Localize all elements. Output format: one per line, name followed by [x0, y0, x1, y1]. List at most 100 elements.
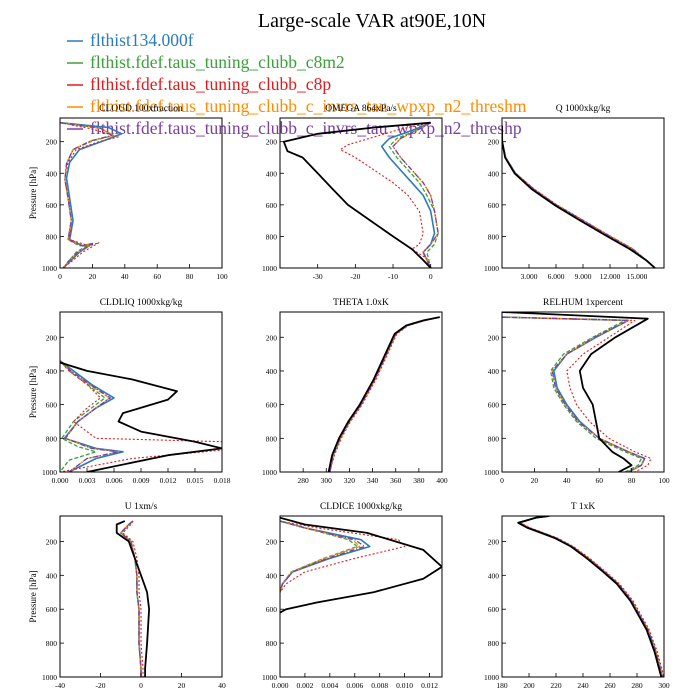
series-line-6: [282, 121, 432, 268]
series-line-2: [502, 125, 656, 268]
plot-frame: [59, 117, 223, 269]
legend: flthist134.000fflthist.fdef.taus_tuning_…: [67, 30, 527, 138]
panel-3: 200 400 600 800 1000 3.000 6.000 9.000 12.000 15.…: [484, 104, 665, 281]
series-line-2: [388, 122, 439, 268]
series-group: [60, 360, 222, 472]
x-tick-label: -20: [96, 681, 106, 690]
series-line-2: [502, 316, 642, 472]
x-tick-label: 80: [628, 476, 636, 485]
series-line-5: [280, 520, 366, 593]
x-tick-label: 15.000: [627, 272, 648, 281]
x-tick-label: 40: [563, 476, 571, 485]
series-line-4: [280, 520, 361, 593]
plot-frame: [501, 515, 665, 678]
y-tick-label: 800: [488, 232, 500, 241]
x-tick-label: 40: [218, 681, 226, 690]
y-tick-label: 200: [266, 537, 278, 546]
panel-title: Q 1000xkg/kg: [556, 104, 611, 114]
y-tick-label: 200: [46, 537, 58, 546]
y-tick-label: 600: [488, 201, 500, 210]
panel-title: RELHUM 1xpercent: [543, 298, 623, 308]
plot-frame: [279, 515, 443, 678]
panel-title: CLDLIQ 1000xkg/kg: [100, 298, 183, 308]
plot-frame: [501, 311, 665, 473]
series-group: [502, 125, 656, 268]
y-tick-label: 200: [46, 333, 58, 342]
legend-entry-3: flthist.fdef.taus_tuning_clubb_c8p: [90, 74, 331, 94]
y-tick-label: 600: [266, 401, 278, 410]
y-tick-label: 1000: [484, 264, 499, 273]
series-group: [115, 520, 151, 677]
y-tick-label: 800: [46, 434, 58, 443]
x-tick-label: 0.009: [133, 476, 150, 485]
y-axis-label: Pressure [hPa]: [28, 167, 38, 219]
x-tick-label: -20: [350, 272, 360, 281]
figure-title: Large-scale VAR at90E,10N: [258, 10, 486, 32]
series-line-3: [520, 516, 664, 677]
y-tick-label: 400: [488, 169, 500, 178]
y-tick-label: 400: [46, 571, 58, 580]
y-tick-label: 600: [46, 605, 58, 614]
series-line-5: [518, 516, 664, 677]
y-tick-label: 800: [266, 639, 278, 648]
series-line-4: [392, 122, 439, 268]
series-line-4: [518, 516, 664, 677]
x-tick-label: 60: [595, 476, 603, 485]
x-tick-label: 400: [436, 476, 448, 485]
series-line-1: [60, 360, 124, 472]
x-tick-label: 220: [550, 681, 562, 690]
x-tick-label: 300: [658, 681, 670, 690]
x-tick-label: 380: [413, 476, 425, 485]
y-tick-label: 400: [266, 571, 278, 580]
x-tick-label: 0.006: [106, 476, 123, 485]
series-line-4: [502, 125, 656, 268]
plot-frame: [501, 117, 665, 269]
series-line-3: [329, 316, 440, 472]
series-group: [517, 516, 664, 677]
x-tick-label: 360: [390, 476, 402, 485]
y-tick-label: 1000: [262, 673, 277, 682]
x-tick-label: 0: [429, 272, 433, 281]
x-tick-label: 60: [153, 272, 161, 281]
series-line-5: [60, 122, 113, 268]
series-line-5: [120, 520, 142, 677]
x-tick-label: 300: [321, 476, 333, 485]
series-line-1: [502, 125, 656, 268]
y-tick-label: 1000: [42, 468, 57, 477]
legend-entry-4: flthist.fdef.taus_tuning_clubb_c_invrs_t…: [90, 96, 527, 116]
series-group: [327, 316, 440, 472]
series-line-5: [329, 316, 440, 472]
panel-7: 200 400 600 800 1000-40 -20 0 20 40 U 1xm/s Pressu…: [28, 502, 226, 690]
x-tick-label: 0.012: [160, 476, 177, 485]
series-line-4: [329, 316, 440, 472]
y-tick-label: 600: [46, 401, 58, 410]
y-tick-label: 200: [488, 138, 500, 147]
y-tick-label: 600: [488, 605, 500, 614]
y-tick-label: 200: [46, 138, 58, 147]
y-tick-label: 200: [488, 537, 500, 546]
series-line-3: [60, 122, 119, 268]
y-tick-label: 600: [46, 201, 58, 210]
series-line-5: [502, 125, 656, 268]
panel-title: CLOUD 100xfraction: [99, 103, 183, 114]
series-line-2: [329, 316, 440, 472]
x-tick-label: 3.000: [521, 272, 538, 281]
x-tick-label: 0.000: [52, 476, 69, 485]
x-tick-label: 0.004: [321, 681, 338, 690]
y-tick-label: 1000: [484, 673, 499, 682]
x-tick-label: 0.015: [187, 476, 204, 485]
y-tick-label: 800: [266, 232, 278, 241]
x-tick-label: 0.000: [272, 681, 289, 690]
y-tick-label: 400: [46, 169, 58, 178]
panel-title: CLDICE 1000xkg/kg: [320, 502, 402, 512]
y-tick-label: 400: [488, 571, 500, 580]
legend-entry-5: flthist.fdef.taus_tuning_clubb_c_invrs_t…: [90, 118, 522, 138]
panel-title: T 1xK: [571, 502, 596, 512]
series-line-2: [60, 122, 115, 268]
